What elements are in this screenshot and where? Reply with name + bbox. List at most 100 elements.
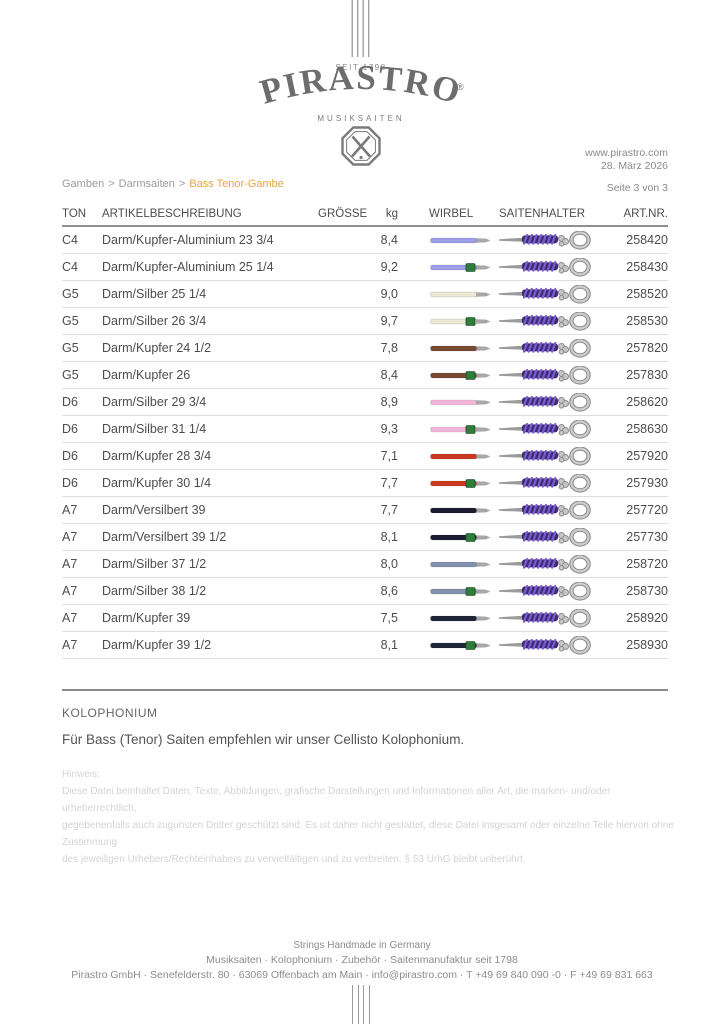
footer-tagline: Strings Handmade in Germany — [293, 940, 431, 951]
beschreibung-cell: Darm/Silber 29 3/4 — [102, 395, 207, 409]
artnr-cell: 257830 — [626, 368, 668, 382]
kg-cell: 8,4 — [380, 233, 398, 247]
table-row: A7 Darm/Versilbert 39 7,7 257720 — [62, 497, 668, 524]
saitenhalter-cell — [495, 230, 595, 250]
wirbel-cell — [398, 316, 495, 327]
wirbel-string-icon — [430, 586, 491, 596]
wirbel-cell — [398, 424, 495, 435]
saitenhalter-string-icon — [499, 284, 591, 304]
saitenhalter-cell — [495, 446, 595, 466]
legal-notice-line: Diese Datei beinhaltet Daten, Texte, Abb… — [62, 786, 611, 814]
table-row: D6 Darm/Silber 29 3/4 8,9 258620 — [62, 389, 668, 416]
table-row: D6 Darm/Silber 31 1/4 9,3 258630 — [62, 416, 668, 443]
table-row: D6 Darm/Kupfer 30 1/4 7,7 257930 — [62, 470, 668, 497]
kg-cell: 8,1 — [380, 638, 398, 652]
kolophonium-section: KOLOPHONIUM Für Bass (Tenor) Saiten empf… — [62, 706, 464, 747]
wirbel-string-icon — [430, 237, 491, 243]
saitenhalter-cell — [495, 284, 595, 304]
saitenhalter-cell — [495, 392, 595, 412]
date-text: 28. März 2026 — [600, 160, 668, 172]
wirbel-cell — [398, 289, 495, 300]
saitenhalter-string-icon — [499, 581, 591, 601]
saitenhalter-string-icon — [499, 419, 591, 439]
saitenhalter-string-icon — [499, 392, 591, 412]
header-artikelbeschreibung: ARTIKELBESCHREIBUNG — [102, 207, 242, 220]
breadcrumb-separator: > — [108, 178, 115, 190]
wirbel-cell — [398, 370, 495, 381]
ton-cell: D6 — [62, 449, 78, 463]
wirbel-string-icon — [430, 640, 491, 650]
saitenhalter-cell — [495, 257, 595, 277]
legal-notice-line: gegebenenfalls auch zugunsten Dritter ge… — [62, 820, 674, 848]
breadcrumb-item-darmsaiten[interactable]: Darmsaiten — [118, 178, 175, 190]
beschreibung-cell: Darm/Versilbert 39 — [102, 503, 206, 517]
saitenhalter-string-icon — [499, 500, 591, 520]
saitenhalter-string-icon — [499, 446, 591, 466]
ton-cell: C4 — [62, 233, 78, 247]
wirbel-string-icon — [430, 291, 491, 297]
kg-cell: 7,8 — [380, 341, 398, 355]
saitenhalter-cell — [495, 311, 595, 331]
kg-cell: 8,4 — [380, 368, 398, 382]
table-body: C4 Darm/Kupfer-Aluminium 23 3/4 8,4 258420 C… — [62, 227, 668, 659]
website-link[interactable]: www.pirastro.com — [585, 147, 668, 159]
ton-cell: A7 — [62, 530, 78, 544]
kg-cell: 7,7 — [380, 476, 398, 490]
ton-cell: D6 — [62, 395, 78, 409]
ton-cell: A7 — [62, 611, 78, 625]
product-table: TON ARTIKELBESCHREIBUNG GRÖSSE kg WIRBEL… — [62, 202, 668, 659]
ton-cell: C4 — [62, 260, 78, 274]
table-row: A7 Darm/Silber 37 1/2 8,0 258720 — [62, 551, 668, 578]
wirbel-cell — [398, 613, 495, 624]
wirbel-cell — [398, 262, 495, 273]
artnr-cell: 258520 — [626, 287, 668, 301]
wirbel-cell — [398, 397, 495, 408]
beschreibung-cell: Darm/Silber 31 1/4 — [102, 422, 207, 436]
ton-cell: G5 — [62, 368, 79, 382]
kg-cell: 7,1 — [380, 449, 398, 463]
beschreibung-cell: Darm/Silber 38 1/2 — [102, 584, 207, 598]
artnr-cell: 258920 — [626, 611, 668, 625]
pirastro-logo: SEIT 1798 PIRASTRO ® MUSIKSAITEN — [256, 0, 464, 166]
table-row: A7 Darm/Silber 38 1/2 8,6 258730 — [62, 578, 668, 605]
table-row: A7 Darm/Kupfer 39 1/2 8,1 258930 — [62, 632, 668, 659]
wirbel-string-icon — [430, 561, 491, 567]
saitenhalter-cell — [495, 419, 595, 439]
instrument-strings-top-icon — [351, 0, 370, 57]
legal-notice-line: des jeweiligen Urhebers/Rechteinhabers z… — [62, 854, 526, 865]
wirbel-string-icon — [430, 507, 491, 513]
header-groesse: GRÖSSE — [318, 207, 368, 220]
logo-since-text: SEIT 1798 — [335, 63, 386, 72]
logo-subtitle-text: MUSIKSAITEN — [317, 114, 404, 123]
saitenhalter-string-icon — [499, 554, 591, 574]
saitenhalter-string-icon — [499, 257, 591, 277]
table-row: A7 Darm/Versilbert 39 1/2 8,1 257730 — [62, 524, 668, 551]
saitenhalter-string-icon — [499, 608, 591, 628]
artnr-cell: 258430 — [626, 260, 668, 274]
saitenhalter-string-icon — [499, 635, 591, 655]
legal-notice: Hinweis: Diese Datei beinhaltet Daten, T… — [62, 766, 674, 868]
kg-cell: 9,3 — [380, 422, 398, 436]
artnr-cell: 258530 — [626, 314, 668, 328]
saitenhalter-cell — [495, 365, 595, 385]
kg-cell: 7,5 — [380, 611, 398, 625]
footer-contact: Pirastro GmbH · Senefelderstr. 80 · 6306… — [71, 969, 653, 981]
beschreibung-cell: Darm/Silber 37 1/2 — [102, 557, 207, 571]
header-wirbel: WIRBEL — [429, 207, 474, 220]
artnr-cell: 257920 — [626, 449, 668, 463]
saitenhalter-cell — [495, 581, 595, 601]
beschreibung-cell: Darm/Kupfer 39 — [102, 611, 191, 625]
wirbel-string-icon — [430, 453, 491, 459]
wirbel-string-icon — [430, 316, 491, 326]
breadcrumb-item-gamben[interactable]: Gamben — [62, 178, 105, 190]
pirastro-emblem-icon — [341, 126, 381, 166]
beschreibung-cell: Darm/Kupfer-Aluminium 25 1/4 — [102, 260, 274, 274]
kg-cell: 8,0 — [380, 557, 398, 571]
saitenhalter-string-icon — [499, 365, 591, 385]
header-ton: TON — [62, 207, 87, 220]
ton-cell: G5 — [62, 341, 79, 355]
wirbel-cell — [398, 640, 495, 651]
wirbel-string-icon — [430, 262, 491, 272]
wirbel-string-icon — [430, 532, 491, 542]
instrument-strings-bottom-icon — [352, 985, 371, 1024]
